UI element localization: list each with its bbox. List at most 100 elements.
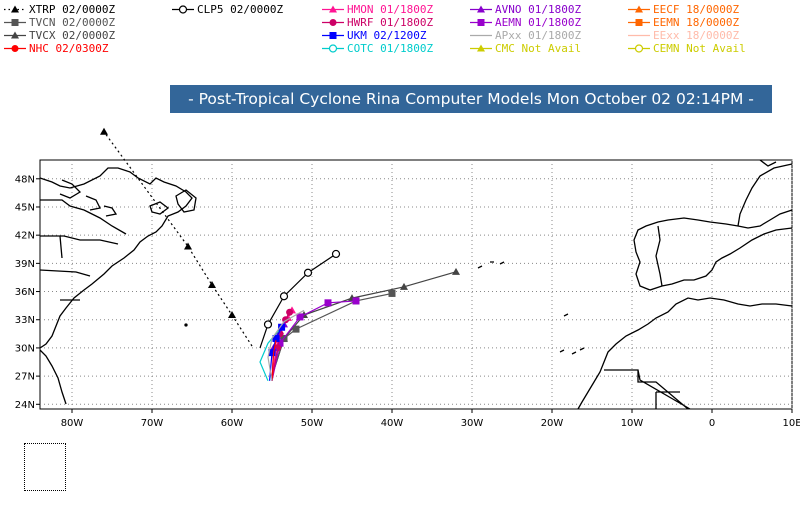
bermuda-island (184, 323, 188, 327)
legend-item-cmc: CMC Not Avail (468, 42, 628, 55)
legend-item-xtrp: XTRP 02/0000Z (2, 3, 162, 16)
portugal-border (655, 225, 663, 287)
lon-tick-label: 40W (381, 418, 404, 429)
state-borders (39, 199, 127, 301)
track-line-tvcn (271, 292, 393, 377)
legend-marker-nhc (11, 45, 19, 52)
track-marker-aemn (296, 313, 304, 321)
legend-swatch-cmc (470, 44, 492, 52)
legend-swatch-eexx (628, 34, 650, 37)
nova-scotia-coastline (149, 201, 170, 215)
legend-swatch-hmon (322, 5, 344, 13)
lat-tick-label: 27N (15, 372, 35, 383)
legend-label-xtrp: XTRP 02/0000Z (29, 3, 116, 16)
newfoundland-coastline (175, 189, 197, 213)
track-line-xtrp (103, 131, 253, 347)
great-lakes (59, 179, 118, 217)
legend-item-hwrf: HWRF 01/1800Z (320, 16, 480, 29)
legend-swatch-cotc (322, 44, 344, 53)
model-tracks (100, 127, 460, 382)
track-line-nhc (271, 340, 277, 381)
track-marker-clp5 (263, 320, 273, 329)
coastlines (39, 159, 793, 410)
legend-marker-cmc (477, 44, 485, 52)
britain-coast (759, 159, 777, 167)
legend-item-apxx: APxx 01/1800Z (468, 29, 628, 42)
lat-tick-label: 36N (15, 287, 35, 298)
lat-tick-label: 42N (15, 231, 35, 242)
africa-coastline (577, 297, 793, 410)
legend-item-cotc: COTC 01/1800Z (320, 42, 480, 55)
track-marker-tvcn (292, 325, 300, 333)
legend-item-hmon: HMON 01/1800Z (320, 3, 480, 16)
legend-swatch-tvcn (4, 19, 26, 26)
iberia-coastline (633, 209, 793, 291)
lat-tick-label: 39N (15, 259, 35, 270)
legend-item-aemn: AEMN 01/1800Z (468, 16, 628, 29)
legend-marker-tvcn (11, 19, 19, 26)
legend-label-hwrf: HWRF 01/1800Z (347, 16, 434, 29)
legend-swatch-tvcx (4, 31, 26, 39)
track-marker-xtrp (208, 280, 216, 288)
legend-item-clp5: CLP5 02/0000Z (170, 3, 330, 16)
legend-label-cemn: CEMN Not Avail (653, 42, 746, 55)
legend-item-tvcn: TVCN 02/0000Z (2, 16, 162, 29)
legend-label-cotc: COTC 01/1800Z (347, 42, 434, 55)
legend-swatch-xtrp (4, 5, 26, 13)
legend-marker-cemn (634, 44, 644, 53)
legend-swatch-cemn (628, 44, 650, 53)
legend-swatch-eecf (628, 5, 650, 13)
map-frame (39, 159, 793, 410)
legend-marker-aemn (477, 19, 485, 26)
track-marker-tvcx (400, 282, 408, 290)
canary-islands (559, 347, 585, 355)
lat-tick-label: 33N (15, 315, 35, 326)
legend-label-avno: AVNO 01/1800Z (495, 3, 582, 16)
legend-marker-eecf (635, 5, 643, 13)
lat-tick-label: 30N (15, 343, 35, 354)
legend-marker-ukm (329, 32, 337, 39)
track-marker-clp5 (303, 268, 313, 277)
legend-item-cemn: CEMN Not Avail (626, 42, 786, 55)
legend-item-eemn: EEMN 18/0000Z (626, 16, 786, 29)
track-marker-ukm (272, 335, 280, 343)
legend-item-nhc: NHC 02/0300Z (2, 42, 162, 55)
lon-tick-label: 70W (141, 418, 164, 429)
track-line-tvcx (271, 271, 457, 377)
france-coast (737, 163, 793, 227)
legend-swatch-ukm (322, 32, 344, 39)
legend-marker-tvcx (11, 31, 19, 39)
track-line-apxx (267, 309, 305, 381)
legend-label-hmon: HMON 01/1800Z (347, 3, 434, 16)
madeira (563, 313, 569, 317)
legend-label-cmc: CMC Not Avail (495, 42, 582, 55)
track-marker-aemn (276, 339, 284, 347)
lon-tick-label: 50W (301, 418, 324, 429)
track-marker-ukm (278, 323, 286, 331)
track-marker-hwrf (286, 308, 294, 316)
legend-marker-hmon (329, 5, 337, 13)
legend-label-clp5: CLP5 02/0000Z (197, 3, 284, 16)
legend: XTRP 02/0000Z TVCN 02/0000Z TVCX 02/0000Z N… (0, 0, 800, 60)
legend-label-nhc: NHC 02/0300Z (29, 42, 109, 55)
legend-item-eexx: EExx 18/0000Z (626, 29, 786, 42)
legend-swatch-eemn (628, 19, 650, 26)
track-marker-aemn (324, 299, 332, 307)
chart-title-banner: - Post-Tropical Cyclone Rina Computer Mo… (170, 85, 772, 113)
track-marker-aemn (352, 297, 360, 305)
legend-item-ukm: UKM 02/1200Z (320, 29, 480, 42)
track-marker-clp5 (279, 292, 289, 301)
legend-item-avno: AVNO 01/1800Z (468, 3, 628, 16)
legend-swatch-avno (470, 5, 492, 13)
track-marker-ukm (268, 349, 276, 357)
legend-marker-eemn (635, 19, 643, 26)
legend-label-apxx: APxx 01/1800Z (495, 29, 582, 42)
lat-tick-label: 48N (15, 174, 35, 185)
track-marker-xtrp (228, 311, 236, 319)
legend-marker-avno (477, 5, 485, 13)
legend-label-tvcx: TVCX 02/0000Z (29, 29, 116, 42)
legend-label-ukm: UKM 02/1200Z (347, 29, 427, 42)
tick-labels: 24N 27N 30N 33N 36N 39N 42N 45N 48N 80W 70W 60W 50W 4… (15, 174, 800, 429)
legend-swatch-hwrf (322, 19, 344, 26)
